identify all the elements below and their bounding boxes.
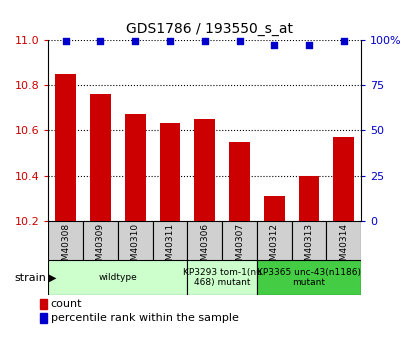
Point	[62, 39, 69, 44]
Bar	[229, 141, 250, 221]
Bar	[333, 137, 354, 221]
Point	[236, 39, 243, 44]
Bar	[48, 221, 83, 260]
Bar	[291, 221, 326, 260]
Bar	[257, 221, 291, 260]
Text: wildtype: wildtype	[98, 273, 137, 282]
Point	[97, 39, 104, 44]
Text: GSM40309: GSM40309	[96, 223, 105, 272]
Text: KP3293 tom-1(nu
468) mutant: KP3293 tom-1(nu 468) mutant	[183, 268, 262, 287]
Point	[202, 39, 208, 44]
Text: count: count	[51, 299, 82, 309]
Text: strain: strain	[14, 273, 46, 283]
Point	[167, 39, 173, 44]
Point	[271, 42, 278, 48]
Bar	[160, 124, 181, 221]
Text: GSM40312: GSM40312	[270, 223, 279, 272]
Bar	[152, 221, 187, 260]
Bar	[194, 119, 215, 221]
Text: KP3365 unc-43(n1186)
mutant: KP3365 unc-43(n1186) mutant	[257, 268, 361, 287]
Bar	[125, 115, 146, 221]
Bar	[264, 196, 285, 221]
Text: percentile rank within the sample: percentile rank within the sample	[51, 313, 239, 323]
Bar	[90, 94, 111, 221]
Text: GSM40306: GSM40306	[200, 223, 209, 272]
Bar	[55, 73, 76, 221]
Bar	[83, 221, 118, 260]
Point	[132, 39, 139, 44]
Text: GSM40308: GSM40308	[61, 223, 70, 272]
Text: GSM40314: GSM40314	[339, 223, 348, 272]
Text: ▶: ▶	[49, 273, 57, 283]
Bar	[299, 176, 320, 221]
Bar	[118, 221, 152, 260]
Bar	[326, 221, 361, 260]
Text: GSM40310: GSM40310	[131, 223, 140, 272]
Text: GSM40313: GSM40313	[304, 223, 314, 272]
Bar	[257, 260, 361, 295]
Bar	[187, 260, 257, 295]
Bar	[222, 221, 257, 260]
Text: GSM40311: GSM40311	[165, 223, 174, 272]
Bar	[48, 260, 187, 295]
Point	[306, 42, 312, 48]
Text: GSM40307: GSM40307	[235, 223, 244, 272]
Text: GDS1786 / 193550_s_at: GDS1786 / 193550_s_at	[126, 22, 294, 37]
Bar	[187, 221, 222, 260]
Point	[341, 39, 347, 44]
